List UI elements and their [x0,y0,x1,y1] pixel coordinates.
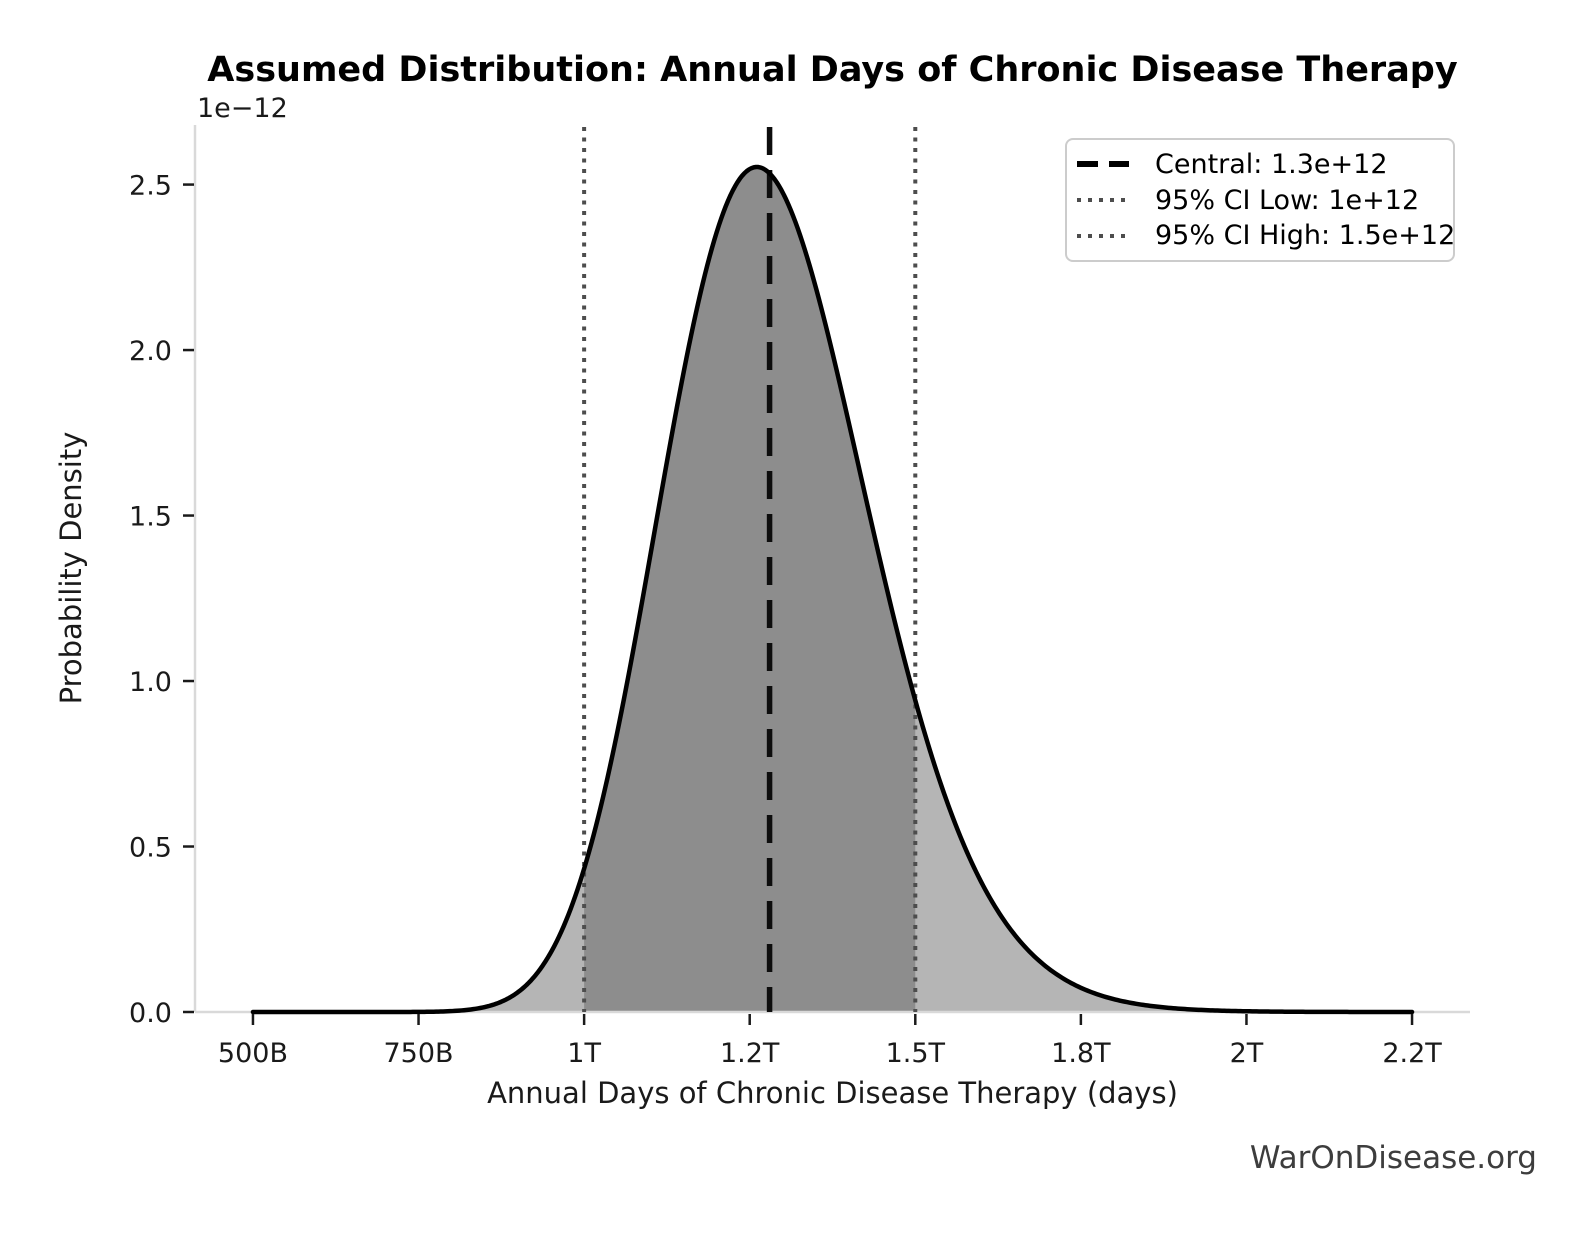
ci-low-dotted-line-sample [1077,198,1129,202]
y-axis-offset-label: 1e−12 [197,93,288,124]
legend-row-ci-low: 95% CI Low: 1e+12 [1077,185,1443,216]
y-tick-label-1.0: 1.0 [129,667,172,698]
x-tick-label-1.2T: 1.2T [720,1038,780,1069]
watermark: WarOnDisease.org [1249,1140,1537,1176]
x-tick-label-2.2T: 2.2T [1382,1038,1442,1069]
x-tick-label-1.8T: 1.8T [1051,1038,1111,1069]
x-tick-label-750B: 750B [384,1038,454,1069]
y-tick-label-1.5: 1.5 [129,502,172,533]
legend: Central: 1.3e+12 95% CI Low: 1e+12 95% C… [1065,138,1455,262]
x-tick-label-1T: 1T [567,1038,601,1069]
y-tick-label-2.0: 2.0 [129,336,172,367]
ci-high-dotted-line-sample [1077,233,1129,238]
x-tick-label-1.5T: 1.5T [886,1038,946,1069]
y-tick-label-0.5: 0.5 [129,833,172,864]
x-tick-label-2T: 2T [1230,1038,1264,1069]
legend-label-ci-low: 95% CI Low: 1e+12 [1155,184,1420,216]
x-tick-label-500B: 500B [218,1038,288,1069]
ci-region-fill-dark [584,166,916,1013]
legend-label-ci-high: 95% CI High: 1.5e+12 [1155,220,1456,252]
legend-row-central: Central: 1.3e+12 [1077,149,1443,180]
y-tick-label-2.5: 2.5 [129,171,172,202]
chart-title: Assumed Distribution: Annual Days of Chr… [207,50,1458,90]
x-axis-label: Annual Days of Chronic Disease Therapy (… [487,1076,1178,1110]
density-curve-line [250,164,1415,1015]
central-dashed-line-sample [1077,161,1129,168]
legend-label-central: Central: 1.3e+12 [1155,148,1388,180]
y-tick-label-0.0: 0.0 [129,998,172,1029]
legend-row-ci-high: 95% CI High: 1.5e+12 [1077,220,1455,251]
